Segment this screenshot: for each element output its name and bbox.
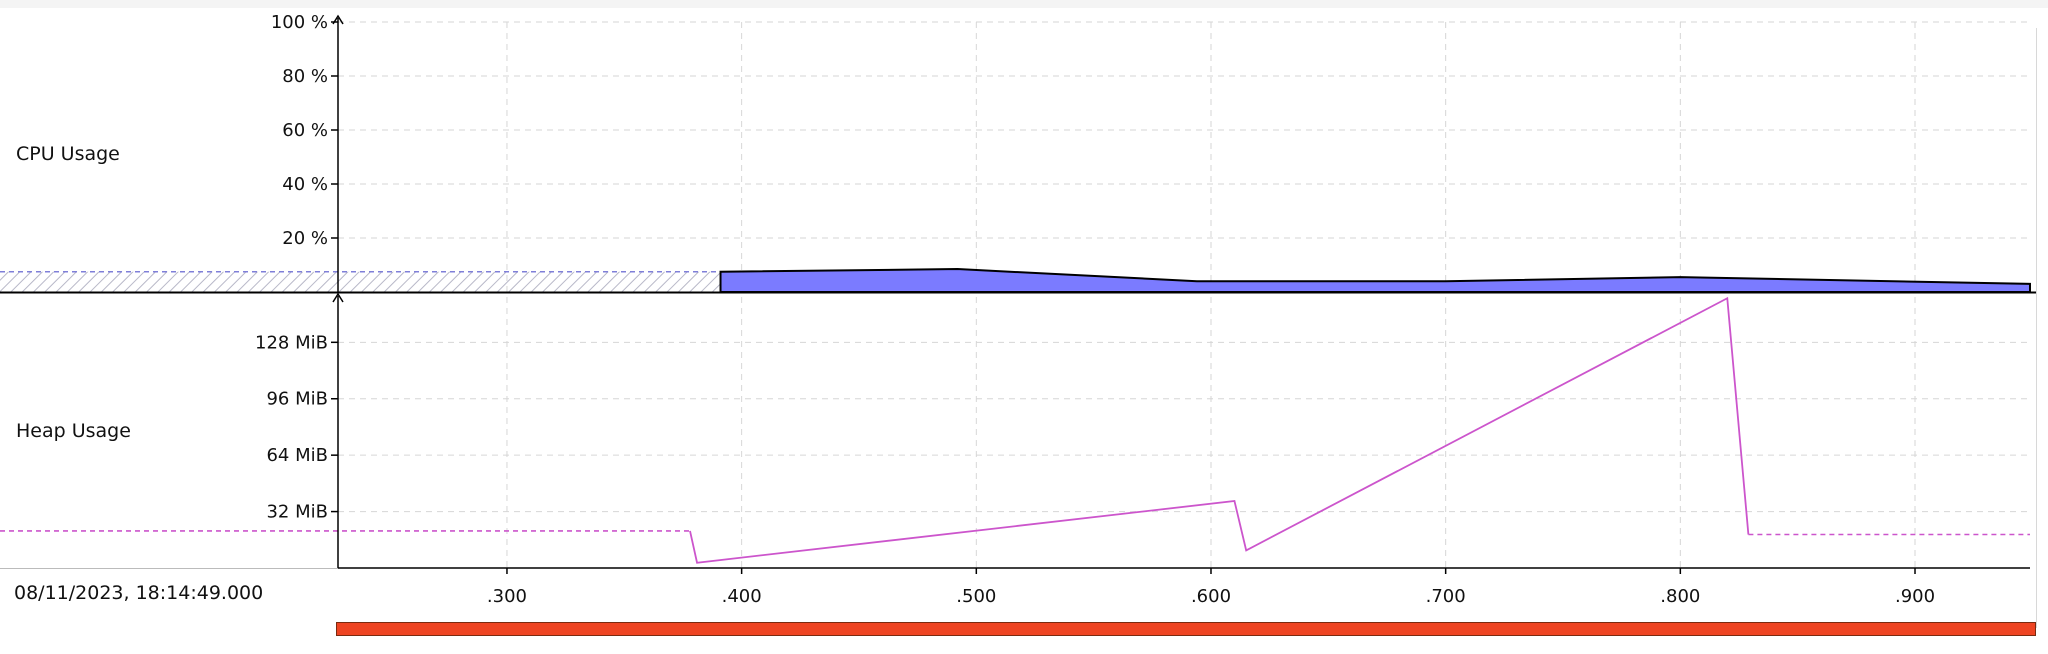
heap-tick-label-0: 32 MiB: [266, 502, 328, 523]
x-tick-label-0: .300: [487, 586, 527, 607]
heap-tick-label-2: 96 MiB: [266, 389, 328, 410]
x-tick-label-5: .800: [1660, 586, 1700, 607]
cpu-usage-label: CPU Usage: [16, 143, 120, 165]
heap-tick-label-1: 64 MiB: [266, 445, 328, 466]
x-tick-label-3: .600: [1191, 586, 1231, 607]
cpu-usage-area: [719, 268, 2031, 293]
cpu-tick-label-1: 40 %: [282, 174, 328, 195]
usage-chart: 20 % 40 % 60 % 80 % 100 % 32 MiB 64 MiB 96 MiB 1…: [0, 12, 2036, 607]
timeline-progress-bar[interactable]: [336, 622, 2036, 636]
heap-axis-arrow: [332, 292, 344, 303]
x-tick-label-1: .400: [722, 586, 762, 607]
x-tick-label-2: .500: [956, 586, 996, 607]
start-timestamp: 08/11/2023, 18:14:49.000: [14, 582, 264, 604]
heap-usage-line: [689, 296, 1750, 564]
profiler-panel: 20 % 40 % 60 % 80 % 100 % 32 MiB 64 MiB 96 MiB 1…: [0, 8, 2048, 654]
x-tick-label-4: .700: [1426, 586, 1466, 607]
x-tick-label-6: .900: [1895, 586, 1935, 607]
cpu-estimated-area: [0, 271, 721, 292]
cpu-tick-label-4: 100 %: [271, 12, 328, 33]
cpu-tick-label-3: 80 %: [282, 66, 328, 87]
cpu-tick-label-0: 20 %: [282, 228, 328, 249]
heap-usage-label: Heap Usage: [16, 420, 131, 442]
heap-tick-label-3: 128 MiB: [255, 332, 328, 353]
scrollbar-edge[interactable]: [2036, 28, 2048, 628]
cpu-tick-label-2: 60 %: [282, 120, 328, 141]
timeline-progress-fill: [337, 623, 2035, 635]
